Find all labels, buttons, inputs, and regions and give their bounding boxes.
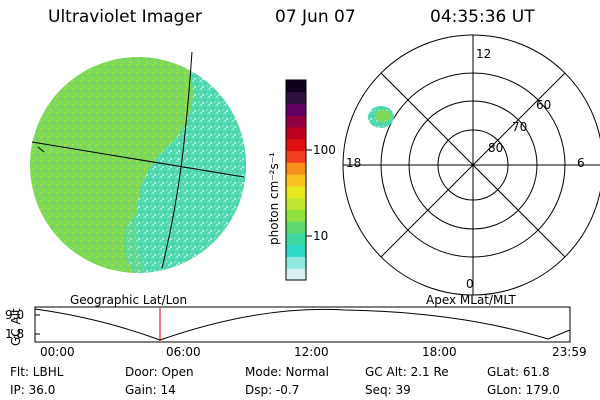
polar-label-12: 12 (476, 47, 492, 61)
colorbar-unit-label: photon cm⁻²s⁻¹ (267, 152, 281, 245)
uv-image-disk (30, 51, 246, 273)
instrument-title: Ultraviolet Imager (48, 7, 202, 27)
colorbar-segment (286, 197, 306, 210)
timeline-tick-2359: 23:59 (552, 345, 587, 359)
polar-label-6: 6 (577, 156, 585, 170)
colorbar-segment (286, 185, 306, 199)
colorbar-segment (286, 162, 306, 175)
status-door: Door: Open (125, 365, 194, 379)
colorbar-segment (286, 221, 306, 234)
colorbar (285, 79, 312, 281)
colorbar-segment (286, 174, 306, 187)
polar-ring-70: 70 (512, 120, 528, 134)
aurora-blob (368, 106, 394, 128)
colorbar-segment (286, 115, 306, 128)
status-dsp: Dsp: -0.7 (245, 383, 300, 397)
colorbar-segment (286, 244, 306, 257)
time-label: 04:35:36 UT (430, 7, 535, 27)
colorbar-segment (286, 103, 306, 116)
date-label: 07 Jun 07 (275, 7, 356, 27)
right-map-label: Apex MLat/MLT (426, 293, 516, 307)
colorbar-segment (286, 91, 306, 105)
colorbar-tick-10: 10 (313, 229, 329, 243)
timeline-tick-1800: 18:00 (422, 345, 457, 359)
status-gc-alt: GC Alt: 2.1 Re (365, 365, 449, 379)
polar-ring-80: 80 (488, 141, 504, 155)
timeline-y-bottom: 1.8 (5, 327, 25, 341)
colorbar-segment (286, 150, 306, 163)
colorbar-segment (286, 127, 306, 140)
colorbar-tick-100: 100 (313, 143, 336, 157)
polar-label-18: 18 (346, 156, 362, 170)
polar-ring-60: 60 (536, 98, 552, 112)
status-glon: GLon: 179.0 (487, 383, 560, 397)
status-mode: Mode: Normal (245, 365, 329, 379)
colorbar-segment (286, 256, 306, 269)
status-ip: IP: 36.0 (10, 383, 56, 397)
altitude-timeline (34, 306, 571, 343)
status-seq: Seq: 39 (365, 383, 411, 397)
polar-plot (342, 34, 600, 296)
timeline-tick-1200: 12:00 (294, 345, 329, 359)
timeline-y-top: 9.0 (5, 308, 25, 322)
colorbar-segment (286, 268, 306, 281)
colorbar-segment (286, 80, 306, 93)
timeline-tick-0000: 00:00 (40, 345, 75, 359)
colorbar-segment (286, 138, 306, 152)
status-glat: GLat: 61.8 (487, 365, 550, 379)
left-map-label: Geographic Lat/Lon (70, 293, 188, 307)
status-flt: Flt: LBHL (10, 365, 64, 379)
status-gain: Gain: 14 (125, 383, 176, 397)
timeline-tick-0600: 06:00 (166, 345, 201, 359)
colorbar-segment (286, 232, 306, 246)
polar-label-0: 0 (466, 277, 474, 291)
colorbar-segment (286, 209, 306, 222)
